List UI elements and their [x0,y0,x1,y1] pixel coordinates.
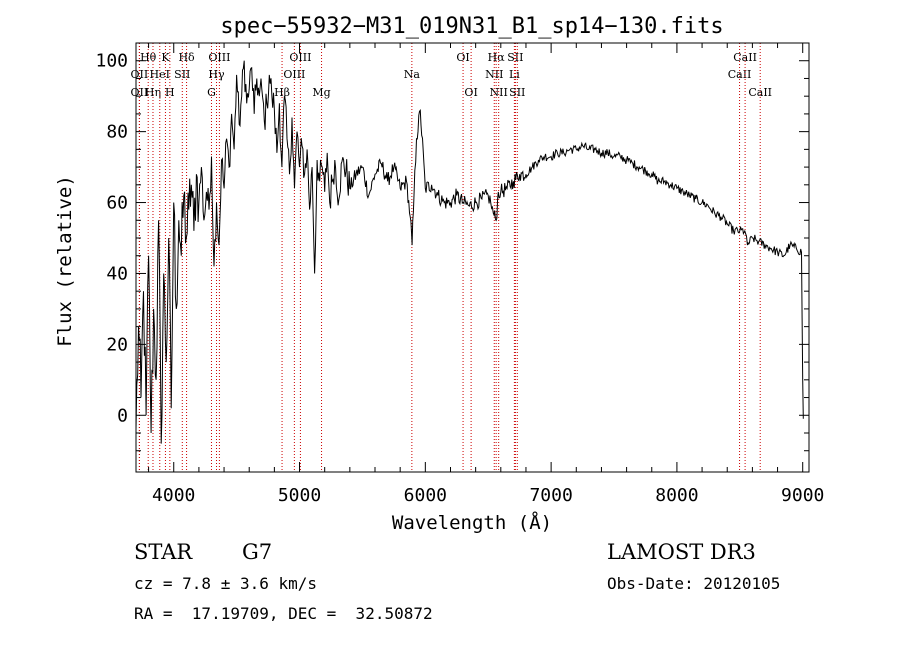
line-label-0: Hθ [140,51,157,64]
line-label-15: Mg [312,86,330,99]
x-tick-label-1: 5000 [278,485,321,506]
line-label-9: G [207,86,216,99]
line-label-7: SII [174,68,190,81]
series-layer [135,60,804,444]
line-label-22: Li [509,68,520,81]
line-label-8: Hδ [178,51,195,64]
y-tick-label-5: 100 [95,51,128,72]
line-label-25: CaII [728,68,752,81]
line-label-11: OIII [208,51,230,64]
axes-layer [136,43,809,472]
x-tick-label-2: 6000 [404,485,447,506]
line-label-21: NII [490,86,508,99]
line-label-20: Hα [488,51,506,64]
survey-label: LAMOST DR3 [607,540,756,564]
line-label-6: H [165,86,175,99]
redshift-info: cz = 7.8 ± 3.6 km/s [134,574,318,593]
x-axis-label: Wavelength (Å) [392,511,552,534]
y-tick-label-3: 60 [106,193,128,214]
line-label-1: OII [131,68,149,81]
obs-date: Obs-Date: 20120105 [607,574,781,593]
chart-title: spec−55932−M31_019N31_B1_sp14−130.fits [220,14,723,39]
y-tick-label-0: 0 [117,405,128,426]
y-tick-label-2: 40 [106,263,128,284]
line-label-23: SII [507,51,523,64]
object-class: STAR [134,540,193,564]
line-label-12: Hβ [274,86,290,99]
line-label-19: NII [485,68,503,81]
line-label-17: OI [456,51,469,64]
spectrum-line [135,60,804,444]
line-label-4: HeI [150,68,170,81]
line-label-14: OIII [289,51,311,64]
line-label-2: OII [131,86,149,99]
line-label-5: K [161,51,170,64]
line-label-10: Hγ [208,68,225,81]
coordinates: RA = 17.19709, DEC = 32.50872 [134,604,433,623]
line-label-3: Hη [145,86,161,99]
x-tick-label-4: 8000 [655,485,698,506]
line-label-26: CaII [733,51,757,64]
y-tick-label-4: 80 [106,122,128,143]
y-tick-label-1: 20 [106,334,128,355]
line-markers-layer: HθOIIOIIHηHeIKHSIIHδGHγOIIIHβOIIIOIIIMgN… [131,43,772,472]
y-axis-label: Flux (relative) [54,175,76,347]
tick-labels-layer: 4000 5000 6000 7000 8000 9000 0 20 40 60 80 100 [95,51,824,506]
line-label-18: OI [464,86,477,99]
line-label-13: OIII [283,68,305,81]
object-subclass: G7 [242,540,273,564]
x-tick-label-3: 7000 [529,485,572,506]
plot-frame [135,42,810,473]
line-label-24: SII [509,86,525,99]
x-tick-label-0: 4000 [152,485,195,506]
line-label-16: Na [404,68,421,81]
line-label-27: CaII [748,86,772,99]
x-tick-label-5: 9000 [781,485,824,506]
